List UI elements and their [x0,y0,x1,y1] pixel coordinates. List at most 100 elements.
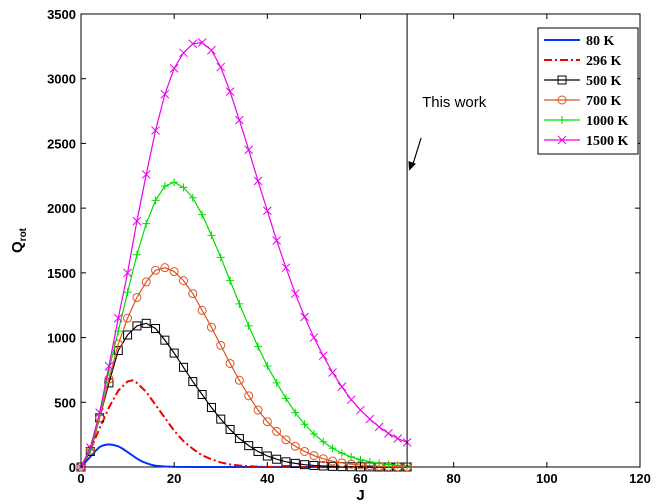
data-point [393,461,402,470]
data-point [281,394,290,403]
data-point [206,402,216,412]
legend-item: 80 K [544,34,615,49]
data-point [225,87,235,97]
data-point [365,457,374,466]
series-line [80,443,408,468]
data-point [169,267,179,277]
data-point [188,39,198,49]
data-point [290,441,300,451]
data-point [557,75,567,85]
data-point [300,460,310,470]
data-point [393,434,403,443]
data-point [319,437,328,446]
data-point [198,210,207,219]
data-point [132,216,142,226]
series-layer [76,38,412,472]
series-line [80,379,408,468]
x-axis: 0 20 40 60 80 100 120 [77,14,651,486]
data-point [328,461,338,471]
x-tick-label: 20 [167,471,181,486]
data-point [272,454,282,464]
x-tick-label: 100 [536,471,558,486]
y-tick-label: 2500 [47,136,76,151]
y-axis-label-main: Q [9,241,26,253]
data-point [263,362,272,371]
data-point [253,405,263,415]
data-point [169,64,179,73]
legend: 80 K 296 K 500 K 700 K 1000 K 1500 K [537,27,639,155]
y-tick-label: 1500 [47,266,76,281]
data-point [132,292,142,302]
data-point [384,460,393,469]
this-work-arrow [411,137,422,167]
data-point [178,276,188,286]
data-point [262,206,272,216]
data-point [188,193,197,202]
data-point [253,446,263,456]
data-point [558,116,566,124]
data-point [132,250,141,259]
data-point [206,322,216,332]
data-point [160,89,170,99]
this-work-label: This work [422,94,487,111]
y-axis-label-sub: rot [18,227,29,241]
series-500k [76,318,412,472]
data-point [141,170,151,179]
y-tick-label: 500 [54,395,76,410]
data-point [318,461,328,471]
data-point [104,361,114,371]
x-tick-label: 120 [629,471,651,486]
data-point [309,460,319,470]
y-tick-label: 3000 [47,72,76,87]
data-point [113,313,123,323]
data-point [160,335,170,345]
data-point [281,435,291,445]
y-axis: 0 500 1000 1500 2000 2500 3000 3500 [47,7,640,475]
legend-item: 700 K [544,94,622,109]
data-point [318,351,328,361]
x-tick-label: 0 [77,471,84,486]
data-point [328,368,337,377]
data-point [225,358,235,368]
data-point [123,313,133,323]
data-point [178,362,188,372]
data-point [244,145,254,155]
legend-item: 500 K [544,74,622,89]
data-point [179,48,188,58]
series-80k [80,443,408,468]
data-point [235,299,244,308]
data-point [337,449,346,458]
data-point [225,424,235,434]
data-point [374,422,384,432]
legend-box [537,27,639,155]
data-point [197,305,207,315]
this-work-arrowhead [408,160,416,171]
data-point [160,263,170,273]
data-point [123,268,132,278]
data-point [104,374,114,384]
data-point [262,417,272,427]
data-point [142,219,151,228]
data-point [356,405,365,415]
legend-label: 500 K [586,74,622,89]
data-point [272,236,282,245]
data-point [132,321,142,331]
data-point [235,115,244,125]
data-point [281,263,291,273]
data-point [347,452,356,461]
data-point [328,456,338,466]
data-point [384,428,393,438]
y-tick-label: 2000 [47,201,76,216]
data-point [169,348,179,358]
data-point [216,414,226,424]
data-point [207,231,216,240]
data-point [557,95,567,105]
y-tick-label: 3500 [47,7,76,22]
x-tick-label: 40 [260,471,274,486]
data-point [141,318,151,328]
legend-item: 1000 K [544,114,629,129]
data-point [113,346,123,356]
legend-label: 1500 K [586,134,629,149]
series-296k [80,379,408,468]
